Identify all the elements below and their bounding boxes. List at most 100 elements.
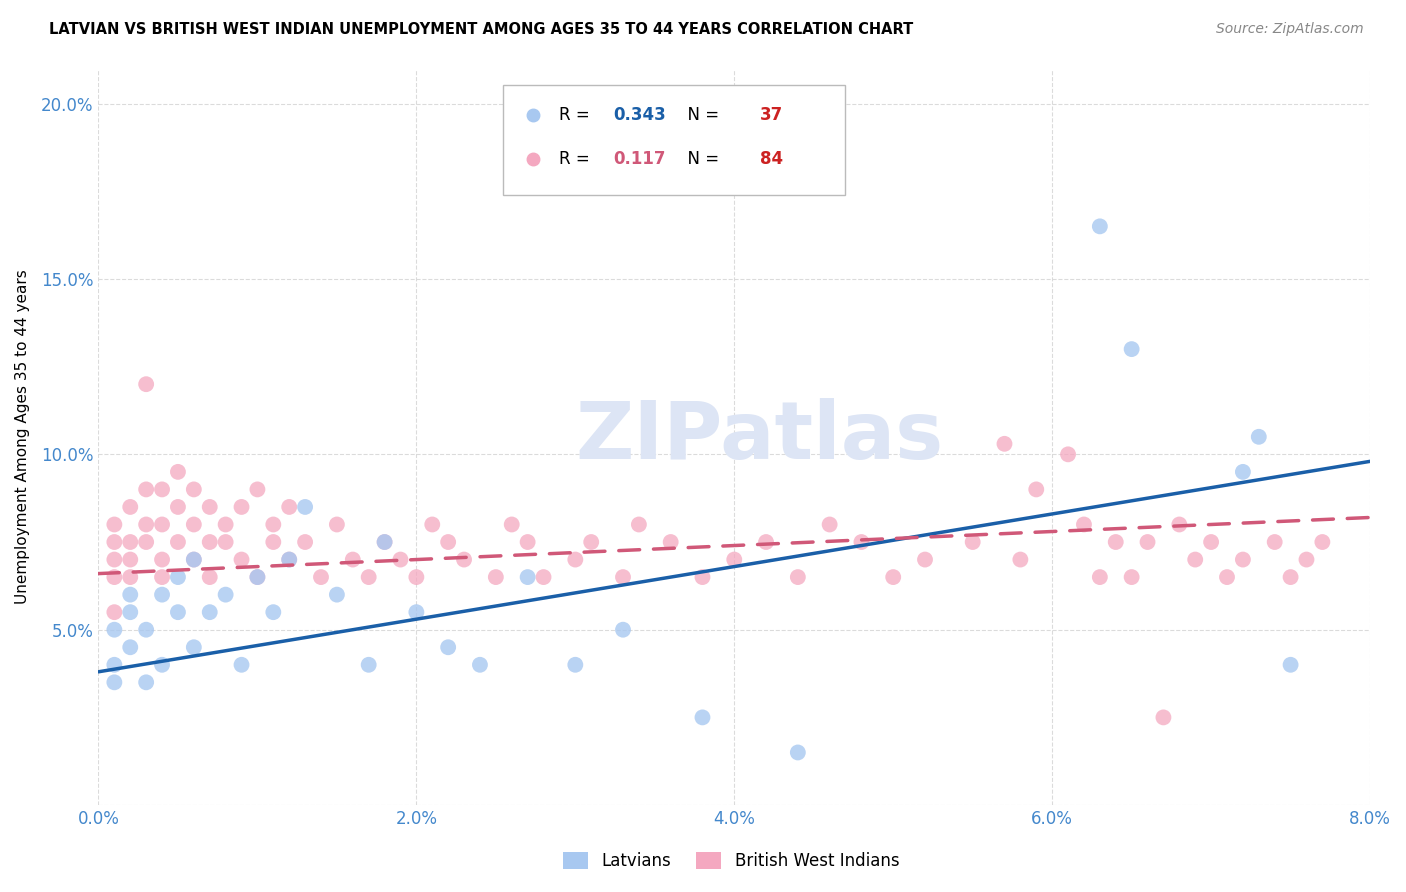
Point: [516, 535, 538, 549]
Point: [135, 623, 157, 637]
Point: [231, 552, 253, 566]
Point: [214, 588, 236, 602]
Point: [246, 483, 269, 497]
Point: [882, 570, 904, 584]
Text: 0.343: 0.343: [613, 106, 666, 124]
Point: [262, 605, 284, 619]
Point: [150, 517, 173, 532]
Point: [405, 605, 427, 619]
Point: [294, 500, 316, 514]
Text: R =: R =: [558, 150, 595, 168]
Point: [1025, 483, 1047, 497]
Point: [437, 640, 460, 655]
Text: N =: N =: [678, 106, 724, 124]
Point: [1232, 465, 1254, 479]
Point: [420, 517, 443, 532]
Point: [167, 535, 190, 549]
Point: [1264, 535, 1286, 549]
Point: [374, 535, 396, 549]
Point: [183, 640, 205, 655]
Point: [1088, 219, 1111, 234]
Point: [692, 710, 714, 724]
Point: [120, 588, 142, 602]
Point: [501, 517, 523, 532]
Point: [150, 483, 173, 497]
Point: [198, 500, 221, 514]
Point: [786, 570, 808, 584]
Point: [1312, 535, 1334, 549]
Point: [103, 570, 125, 584]
Point: [1279, 657, 1302, 672]
Point: [309, 570, 332, 584]
Point: [1010, 552, 1032, 566]
Point: [150, 657, 173, 672]
Point: [851, 535, 873, 549]
Point: [278, 500, 301, 514]
Point: [150, 552, 173, 566]
Point: [198, 535, 221, 549]
Y-axis label: Unemployment Among Ages 35 to 44 years: Unemployment Among Ages 35 to 44 years: [15, 269, 30, 604]
Point: [135, 377, 157, 392]
Point: [405, 570, 427, 584]
Text: N =: N =: [678, 150, 724, 168]
Text: 37: 37: [759, 106, 783, 124]
Point: [485, 570, 508, 584]
FancyBboxPatch shape: [503, 86, 845, 195]
Point: [135, 517, 157, 532]
Point: [326, 588, 349, 602]
Point: [564, 552, 586, 566]
Text: R =: R =: [558, 106, 595, 124]
Point: [167, 465, 190, 479]
Point: [818, 517, 841, 532]
Point: [135, 675, 157, 690]
Point: [1279, 570, 1302, 584]
Point: [120, 500, 142, 514]
Point: [374, 535, 396, 549]
Point: [246, 570, 269, 584]
Point: [183, 552, 205, 566]
Point: [627, 517, 650, 532]
Point: [1232, 552, 1254, 566]
Point: [612, 623, 634, 637]
Point: [1073, 517, 1095, 532]
Point: [231, 657, 253, 672]
Point: [342, 552, 364, 566]
Point: [579, 535, 602, 549]
Point: [993, 437, 1015, 451]
Point: [437, 535, 460, 549]
Point: [246, 570, 269, 584]
Point: [1088, 570, 1111, 584]
Point: [120, 640, 142, 655]
Point: [120, 535, 142, 549]
Point: [262, 535, 284, 549]
Point: [1105, 535, 1128, 549]
Point: [278, 552, 301, 566]
Point: [612, 570, 634, 584]
Legend: Latvians, British West Indians: Latvians, British West Indians: [557, 845, 905, 877]
Point: [150, 588, 173, 602]
Point: [1121, 342, 1143, 356]
Point: [453, 552, 475, 566]
Point: [1216, 570, 1239, 584]
Point: [198, 570, 221, 584]
Point: [1121, 570, 1143, 584]
Point: [183, 552, 205, 566]
Point: [389, 552, 412, 566]
Point: [914, 552, 936, 566]
Point: [1057, 447, 1080, 461]
Point: [564, 657, 586, 672]
Point: [103, 675, 125, 690]
Point: [150, 570, 173, 584]
Point: [167, 500, 190, 514]
Text: LATVIAN VS BRITISH WEST INDIAN UNEMPLOYMENT AMONG AGES 35 TO 44 YEARS CORRELATIO: LATVIAN VS BRITISH WEST INDIAN UNEMPLOYM…: [49, 22, 914, 37]
Text: Source: ZipAtlas.com: Source: ZipAtlas.com: [1216, 22, 1364, 37]
Point: [1184, 552, 1206, 566]
Point: [1247, 430, 1270, 444]
Point: [135, 535, 157, 549]
Point: [103, 517, 125, 532]
Point: [214, 517, 236, 532]
Point: [183, 483, 205, 497]
Point: [533, 570, 555, 584]
Point: [262, 517, 284, 532]
Point: [231, 500, 253, 514]
